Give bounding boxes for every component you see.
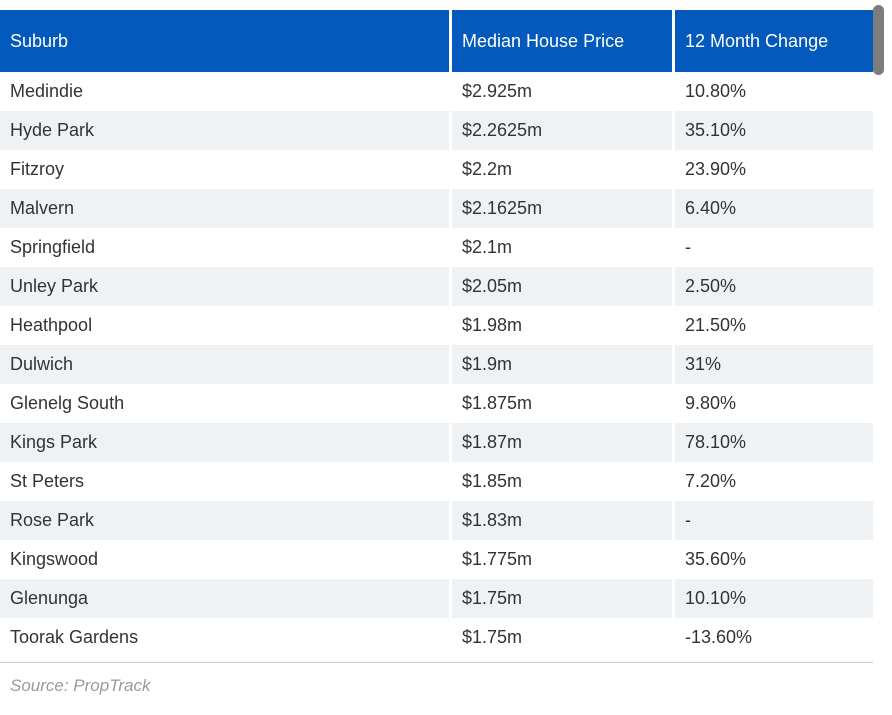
table-row: Fitzroy $2.2m 23.90% [0,150,873,189]
header-median-price: Median House Price [452,10,675,72]
vertical-scrollbar-thumb[interactable] [873,5,884,75]
table-row: Kings Park $1.87m 78.10% [0,423,873,462]
header-suburb: Suburb [0,10,452,72]
change-cell: 7.20% [685,471,737,491]
price-cell: $2.1m [452,228,675,267]
table-row: Unley Park $2.05m 2.50% [0,267,873,306]
table-row: Toorak Gardens $1.75m -13.60% [0,618,873,657]
source-attribution: Source: PropTrack [10,676,151,695]
suburb-cell: Rose Park [0,501,452,540]
table-body: Medindie $2.925m 10.80% Hyde Park $2.262… [0,72,873,657]
change-cell: - [685,237,691,257]
header-median-price-label: Median House Price [462,30,625,51]
price-cell: $2.925m [452,72,675,111]
table-row: Rose Park $1.83m - [0,501,873,540]
suburb-cell: Malvern [0,189,452,228]
change-cell: 10.10% [685,588,747,608]
suburb-cell: Springfield [0,228,452,267]
table-row: Hyde Park $2.2625m 35.10% [0,111,873,150]
table-row: Malvern $2.1625m 6.40% [0,189,873,228]
table-header-row: Suburb Median House Price 12 Month Chang… [0,10,873,72]
price-cell: $1.87m [452,423,675,462]
change-cell: 31% [685,354,722,374]
table-row: Springfield $2.1m - [0,228,873,267]
price-cell: $2.2625m [452,111,675,150]
change-cell: 78.10% [685,432,747,452]
change-cell: 21.50% [685,315,747,335]
change-cell: 2.50% [685,276,737,296]
suburb-cell: St Peters [0,462,452,501]
change-cell: 35.10% [685,120,747,140]
table-row: St Peters $1.85m 7.20% [0,462,873,501]
header-12-month-change: 12 Month Change [675,10,873,72]
suburb-price-table: Suburb Median House Price 12 Month Chang… [0,10,873,657]
price-cell: $1.9m [452,345,675,384]
suburb-cell: Glenelg South [0,384,452,423]
table-row: Dulwich $1.9m 31% [0,345,873,384]
price-cell: $1.75m [452,579,675,618]
price-cell: $1.775m [452,540,675,579]
price-cell: $1.85m [452,462,675,501]
header-12-month-change-label: 12 Month Change [685,30,829,51]
table-row: Heathpool $1.98m 21.50% [0,306,873,345]
table-row: Medindie $2.925m 10.80% [0,72,873,111]
suburb-cell: Glenunga [0,579,452,618]
change-cell: 35.60% [685,549,747,569]
price-cell: $1.83m [452,501,675,540]
suburb-cell: Kings Park [0,423,452,462]
change-cell: 23.90% [685,159,747,179]
suburb-cell: Hyde Park [0,111,452,150]
header-suburb-label: Suburb [10,30,69,51]
change-cell: 10.80% [685,81,747,101]
table-row: Kingswood $1.775m 35.60% [0,540,873,579]
price-cell: $2.2m [452,150,675,189]
suburb-cell: Unley Park [0,267,452,306]
suburb-cell: Kingswood [0,540,452,579]
change-cell: 6.40% [685,198,737,218]
change-cell: -13.60% [685,627,753,647]
suburb-cell: Heathpool [0,306,452,345]
suburb-cell: Dulwich [0,345,452,384]
suburb-cell: Medindie [0,72,452,111]
price-cell: $1.98m [452,306,675,345]
suburb-cell: Toorak Gardens [0,618,452,657]
change-cell: 9.80% [685,393,737,413]
price-cell: $2.1625m [452,189,675,228]
change-cell: - [685,510,691,530]
price-cell: $1.75m [452,618,675,657]
price-cell: $2.05m [452,267,675,306]
price-cell: $1.875m [452,384,675,423]
footer-divider [0,662,873,663]
suburb-cell: Fitzroy [0,150,452,189]
table-row: Glenunga $1.75m 10.10% [0,579,873,618]
table-row: Glenelg South $1.875m 9.80% [0,384,873,423]
